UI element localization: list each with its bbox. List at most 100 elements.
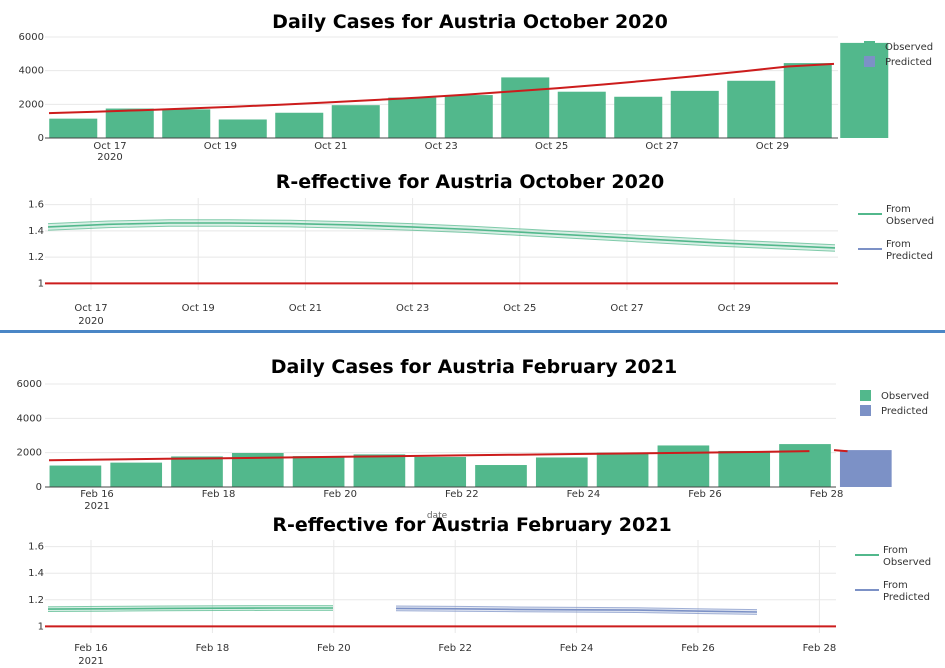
band-edge-predicted [395, 605, 758, 611]
trend-line-predicted [833, 449, 848, 453]
bar-observed[interactable] [783, 63, 832, 138]
bar-observed[interactable] [171, 456, 223, 487]
y-tick-label: 4000 [19, 66, 44, 77]
y-tick-label: 0 [38, 133, 44, 144]
band-edge-observed [47, 605, 333, 608]
bar-observed[interactable] [49, 118, 98, 138]
legend-swatch-predicted[interactable] [860, 405, 871, 416]
section-separator [0, 330, 945, 333]
y-tick-label: 1.2 [28, 252, 44, 263]
legend-label-predicted: Predicted [881, 406, 928, 417]
y-tick-label: 1.6 [28, 200, 44, 211]
x-tick-label: Feb 16 [74, 643, 108, 654]
bar-observed[interactable] [105, 108, 154, 138]
x-tick-label: Oct 21 [289, 303, 322, 314]
bar-observed[interactable] [614, 96, 663, 138]
x-tick-label: Oct 25 [535, 141, 568, 152]
x-tick-label: Oct 23 [425, 141, 458, 152]
x-tick-label: Feb 24 [560, 643, 594, 654]
bar-observed[interactable] [501, 77, 550, 138]
line-observed[interactable] [47, 607, 333, 610]
band-edge-predicted [395, 610, 758, 615]
bar-observed[interactable] [557, 91, 606, 138]
bar-observed[interactable] [292, 456, 345, 487]
bar-observed[interactable] [162, 109, 211, 138]
trend-line [48, 62, 835, 115]
band-observed [48, 219, 835, 252]
bar-observed[interactable] [444, 95, 493, 138]
x-year-label: 2021 [78, 656, 103, 667]
legend-swatch-observed[interactable] [864, 41, 875, 52]
chart4-legend: From Observed From Predicted [855, 545, 931, 603]
x-tick-label: Feb 18 [196, 643, 230, 654]
y-tick-label: 6000 [17, 379, 42, 390]
chart2-plot: 1 1.2 1.4 1.6 Oct 17 Oct 19 Oct 21 Oct 23 Oct 25… [28, 198, 838, 327]
bar-observed[interactable] [475, 465, 527, 487]
bar-observed[interactable] [388, 97, 437, 138]
bar-observed[interactable] [275, 112, 324, 138]
bar-observed[interactable] [353, 454, 406, 487]
legend-label-from-observed: From Observed [886, 204, 934, 227]
x-tick-label: Oct 23 [396, 303, 429, 314]
bar-observed[interactable] [535, 457, 588, 487]
x-tick-label: Feb 22 [445, 489, 479, 500]
x-tick-label: Feb 28 [810, 489, 844, 500]
x-tick-label: Feb 16 [80, 489, 114, 500]
x-tick-label: Oct 17 [74, 303, 107, 314]
x-tick-label: Oct 19 [204, 141, 237, 152]
legend-swatch-observed[interactable] [860, 390, 871, 401]
chart1-plot: 0 2000 4000 6000 Oct 17 Oct 19 Oct 21 Oct 23 Oct… [19, 32, 889, 163]
x-tick-label: Feb 28 [803, 643, 837, 654]
x-tick-label: Oct 27 [610, 303, 643, 314]
legend-label-observed: Observed [885, 42, 933, 53]
band-edge-observed [47, 609, 333, 612]
bar-observed[interactable] [331, 105, 380, 138]
x-year-label: 2020 [97, 152, 122, 163]
bar-observed[interactable] [110, 462, 163, 487]
band-edge-observed [47, 219, 836, 246]
x-tick-label: Oct 27 [645, 141, 678, 152]
line-predicted[interactable] [395, 607, 758, 613]
chart3-title: Daily Cases for Austria February 2021 [271, 356, 677, 378]
bar-observed[interactable] [218, 119, 267, 138]
x-tick-label: Oct 29 [756, 141, 789, 152]
bar-observed[interactable] [414, 456, 467, 487]
x-tick-label: Oct 25 [503, 303, 536, 314]
chart4-plot: 1 1.2 1.4 1.6 Feb 16 Feb 18 Feb 20 Feb 22 Feb 24… [28, 540, 836, 667]
x-tick-label: Oct 19 [182, 303, 215, 314]
chart3-plot: 0 2000 4000 6000 Feb 16 Feb 18 Feb 20 Feb 22 Feb… [17, 379, 892, 512]
trend-line [48, 450, 810, 462]
chart1-legend: Observed Predicted [864, 41, 933, 68]
bar-predicted[interactable] [839, 450, 892, 487]
legend-label-observed: Observed [881, 391, 929, 402]
y-tick-label: 0 [36, 482, 42, 493]
x-tick-label: Feb 24 [567, 489, 601, 500]
legend-label-from-predicted: From Predicted [886, 239, 933, 262]
x-tick-label: Feb 22 [438, 643, 472, 654]
y-tick-label: 1 [38, 278, 44, 289]
chart3-x-axis-label: date [427, 511, 448, 521]
chart3-legend: Observed Predicted [860, 390, 929, 417]
bar-observed[interactable] [670, 90, 719, 138]
y-tick-label: 2000 [17, 448, 42, 459]
bar-observed[interactable] [49, 465, 102, 487]
line-observed[interactable] [47, 222, 836, 249]
chart1-title: Daily Cases for Austria October 2020 [272, 11, 668, 33]
band-edge-observed [47, 225, 836, 252]
bar-observed[interactable] [727, 80, 776, 138]
legend-swatch-predicted[interactable] [864, 56, 875, 67]
y-tick-label: 1.4 [28, 568, 44, 579]
legend-label-from-observed: From Observed [883, 545, 931, 568]
chart2-legend: From Observed From Predicted [858, 204, 934, 262]
x-tick-label: Oct 17 [93, 141, 126, 152]
bar-observed[interactable] [718, 450, 771, 487]
x-year-label: 2020 [78, 316, 103, 327]
y-tick-label: 1.6 [28, 542, 44, 553]
x-tick-label: Feb 20 [317, 643, 351, 654]
y-tick-label: 1.4 [28, 226, 44, 237]
x-tick-label: Oct 21 [314, 141, 347, 152]
chart4-title: R-effective for Austria February 2021 [272, 514, 671, 536]
y-tick-label: 2000 [19, 99, 44, 110]
bar-observed[interactable] [596, 452, 649, 487]
